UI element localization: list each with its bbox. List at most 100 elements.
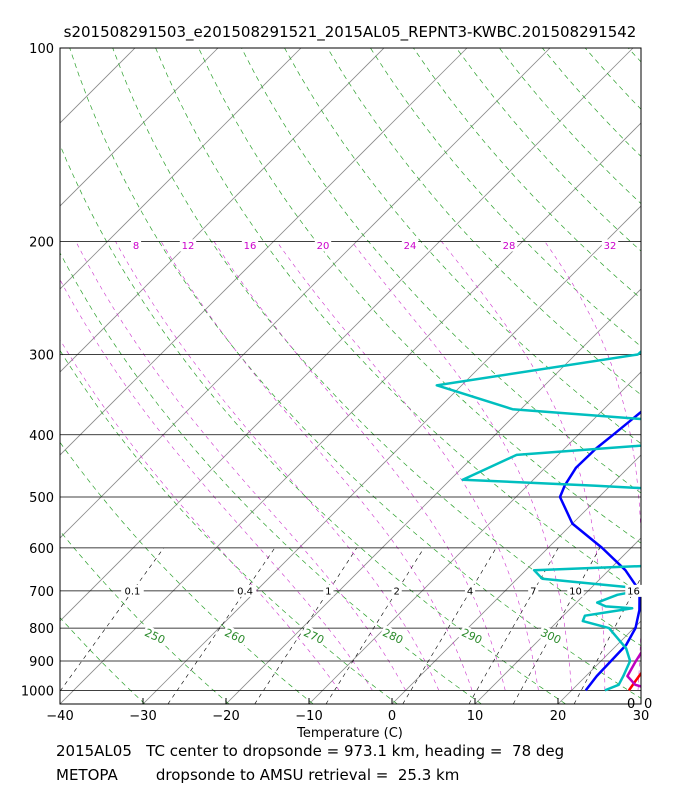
label-background	[241, 239, 259, 252]
isotherm-line	[60, 48, 302, 290]
mixing-ratio-label-text: 1	[325, 586, 331, 597]
dry-adiabat-line	[112, 48, 641, 647]
label-background	[379, 624, 407, 648]
mixing-ratio-label-text: 2	[393, 586, 399, 597]
dry-adiabat-line	[198, 48, 641, 544]
y-tick-label: 800	[29, 622, 54, 637]
mixing-ratio-label-text: 10	[569, 586, 582, 597]
isotherm-line	[60, 48, 136, 124]
label-background	[500, 239, 518, 252]
label-background	[141, 624, 169, 648]
profile-line	[558, 410, 641, 692]
dry-adiabat-line	[155, 48, 641, 595]
y-tick-label: 300	[29, 348, 54, 363]
isotherm-line	[225, 288, 641, 704]
x-axis-label: Temperature (C)	[296, 726, 403, 740]
mixing-ratio-label: 16	[625, 584, 642, 597]
moist-adiabat-line	[651, 241, 689, 690]
moist-adiabat-label: 28	[500, 239, 518, 252]
x-tick-label: −30	[129, 709, 156, 724]
y-tick-label: 200	[29, 235, 54, 250]
plot-frame	[59, 47, 642, 705]
label-background	[625, 584, 642, 597]
dry-adiabat-line	[60, 349, 398, 704]
moist-adiabat-label-text: 16	[244, 241, 257, 252]
label-background	[391, 584, 402, 597]
isotherm-line	[60, 48, 634, 622]
label-background	[401, 239, 419, 252]
moist-adiabat-label-text: 8	[133, 241, 139, 252]
moist-adiabat-label-text: 20	[317, 241, 330, 252]
isotherm-line	[308, 371, 641, 704]
dry-adiabat-line	[60, 617, 146, 704]
mixing-ratio-line	[512, 547, 601, 704]
dry-adiabat-line	[327, 48, 641, 396]
y-tick-label: 100	[29, 42, 54, 57]
label-background	[458, 624, 486, 648]
dry-adiabat-line	[671, 48, 700, 704]
mixing-ratio-line	[468, 547, 559, 704]
moist-adiabat-label: 20	[314, 239, 332, 252]
mixing-ratio-label: 10	[567, 584, 584, 597]
y-tick-label: 1000	[21, 684, 54, 699]
isotherm-line	[60, 48, 385, 373]
mixing-ratio-line	[325, 547, 425, 704]
mixing-ratio-label-text: 4	[467, 586, 473, 597]
mixing-ratio-label: 4	[464, 584, 476, 597]
dry-adiabat-line	[542, 48, 641, 157]
dry-adiabat-line	[499, 48, 641, 205]
moist-adiabat-line	[75, 241, 406, 691]
y-tick-label: 600	[29, 542, 54, 557]
chart-title: s201508291503_e201508291521_2015AL05_REP…	[64, 23, 637, 42]
x-tick-label: 10	[467, 709, 484, 724]
dry-adiabat-line	[69, 48, 641, 699]
mixing-ratio-line	[402, 547, 497, 704]
dry-adiabat-line	[60, 702, 61, 704]
moist-adiabat-label-text: 32	[604, 241, 617, 252]
skew-t-chart: s201508291503_e201508291521_2015AL05_REP…	[21, 23, 700, 740]
label-background	[464, 584, 476, 597]
dry-adiabat-line	[60, 144, 566, 704]
moist-adiabat-label-text: 12	[182, 241, 195, 252]
label-background	[528, 584, 539, 597]
dry-adiabat-line	[284, 48, 641, 445]
profile-line	[435, 349, 641, 692]
isotherm-line	[60, 48, 219, 207]
moist-adiabat-label-text: 24	[404, 241, 417, 252]
label-background	[300, 624, 328, 648]
y-tick-label: 500	[29, 491, 54, 506]
label-background	[537, 624, 565, 648]
mixing-ratio-line	[60, 547, 165, 692]
mixing-ratio-label-text: 0.4	[237, 586, 253, 597]
mixing-ratio-line	[573, 576, 641, 704]
moist-adiabat-label: 24	[401, 239, 419, 252]
moist-adiabat-label: 16	[241, 239, 259, 252]
moist-adiabat-label: 8	[130, 239, 142, 252]
dry-adiabat-line	[60, 530, 230, 704]
isotherm-line	[142, 205, 641, 704]
isotherm-line	[557, 620, 641, 704]
label-background	[314, 239, 332, 252]
label-background	[323, 584, 334, 597]
y-tick-label: 700	[29, 585, 54, 600]
dry-adiabat-line	[413, 48, 641, 300]
x-tick-label: 0	[388, 709, 396, 724]
isotherm-line	[474, 537, 641, 704]
label-background	[221, 624, 249, 648]
x-tick-label: 20	[550, 709, 567, 724]
isotherm-line	[60, 48, 551, 539]
x-tick-label: 30	[633, 709, 650, 724]
label-background	[601, 239, 619, 252]
caption-line-2: METOPA dropsonde to AMSU retrieval = 25.…	[56, 766, 460, 784]
y-tick-label: 400	[29, 429, 54, 444]
x-tick-label: −20	[212, 709, 239, 724]
mixing-ratio-label-text: 16	[627, 586, 640, 597]
moist-adiabat-line	[276, 241, 539, 691]
moist-adiabat-line	[60, 279, 373, 691]
mixing-ratio-label: 2	[391, 584, 402, 597]
dry-adiabat-line	[370, 48, 641, 347]
moist-adiabat-label: 12	[179, 239, 197, 252]
isotherm-line	[391, 454, 641, 704]
y-tick-label: 900	[29, 655, 54, 670]
isotherm-line	[60, 48, 468, 456]
